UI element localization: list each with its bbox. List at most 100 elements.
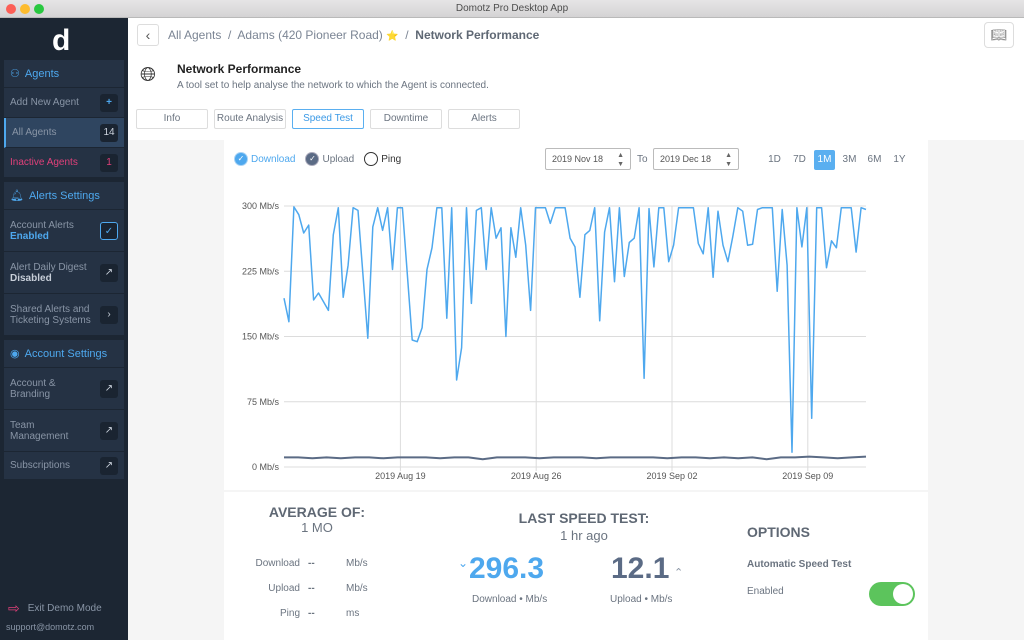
legend-ping-toggle[interactable]: Ping xyxy=(364,152,401,166)
x-tick-label: 2019 Aug 26 xyxy=(511,471,562,481)
options-title: OPTIONS xyxy=(747,524,811,540)
back-button[interactable]: ‹ xyxy=(137,24,159,46)
date-to-input[interactable]: 2019 Dec 18 ▲ ▼ xyxy=(653,148,739,170)
tab-alerts[interactable]: Alerts xyxy=(448,109,520,129)
range-6m[interactable]: 6M xyxy=(867,154,882,165)
chart-card: ✓ Download ✓ Upload Ping 2019 Nov 18 ▲ ▼ To … xyxy=(224,140,928,490)
sidebar-item-subscriptions[interactable]: Subscriptions ↗ xyxy=(4,452,124,480)
book-icon: 📖︎ xyxy=(990,27,1008,42)
legend-upload-toggle[interactable]: ✓ Upload xyxy=(305,152,354,166)
crumb-all-agents[interactable]: All Agents xyxy=(168,28,222,42)
auto-speed-test-label: Automatic Speed Test xyxy=(747,559,852,570)
count-badge: 1 xyxy=(100,153,118,172)
circle-icon xyxy=(364,152,379,166)
legend-download-toggle[interactable]: ✓ Download xyxy=(234,152,295,166)
crumb-current: Network Performance xyxy=(415,28,540,42)
sidebar-item-shared-alerts[interactable]: Shared Alerts and Ticketing Systems › xyxy=(4,294,124,336)
sidebar-item-all-agents[interactable]: All Agents 14 xyxy=(4,118,124,148)
chevron-left-icon: ‹ xyxy=(145,27,151,43)
range-7d[interactable]: 7D xyxy=(793,154,806,165)
series-line-upload xyxy=(284,455,867,461)
external-arrow-icon: ↗ xyxy=(100,263,118,282)
average-title: AVERAGE OF: xyxy=(268,504,366,520)
chart-legend: ✓ Download ✓ Upload Ping xyxy=(234,152,401,166)
average-ping: Ping -- ms xyxy=(279,608,360,619)
last-test-title: LAST SPEED TEST: xyxy=(518,510,650,526)
sidebar: d ⚇ Agents Add New Agent + All Agents 14 In… xyxy=(0,18,128,640)
auto-speed-test-state: Enabled xyxy=(747,586,784,597)
sidebar-item-add-agent[interactable]: Add New Agent + xyxy=(4,88,124,118)
crumb-agent[interactable]: Adams (420 Pioneer Road) xyxy=(237,28,383,42)
range-1y[interactable]: 1Y xyxy=(893,154,906,165)
domotz-logo: d xyxy=(52,24,71,57)
sidebar-item-alert-daily-digest[interactable]: Alert Daily Digest Disabled ↗ xyxy=(4,252,124,294)
star-icon: ⭐ xyxy=(386,31,399,42)
sidebar-item-account-branding[interactable]: Account & Branding ↗ xyxy=(4,368,124,410)
tab-speed-test[interactable]: Speed Test xyxy=(292,109,364,129)
stepper-icon[interactable]: ▲ ▼ xyxy=(725,152,732,168)
x-tick-label: 2019 Aug 19 xyxy=(375,471,426,481)
plus-icon: + xyxy=(100,93,118,112)
external-arrow-icon: ↗ xyxy=(100,379,118,398)
count-badge: 14 xyxy=(100,123,118,142)
maximize-window-button[interactable] xyxy=(34,4,44,14)
y-tick-label: 225 Mb/s xyxy=(242,266,280,276)
auto-speed-test-toggle[interactable] xyxy=(869,582,915,606)
content-area: ✓ Download ✓ Upload Ping 2019 Nov 18 ▲ ▼ To … xyxy=(128,140,1024,640)
tab-route-analysis[interactable]: Route Analysis xyxy=(214,109,286,129)
support-email[interactable]: support@domotz.com xyxy=(6,622,95,632)
average-download: Download -- Mb/s xyxy=(255,558,368,569)
close-window-button[interactable] xyxy=(6,4,16,14)
external-arrow-icon: ↗ xyxy=(100,421,118,440)
x-tick-label: 2019 Sep 09 xyxy=(782,471,833,481)
external-arrow-icon: ↗ xyxy=(100,456,118,475)
y-tick-label: 75 Mb/s xyxy=(247,397,280,407)
check-icon[interactable]: ✓ xyxy=(100,221,118,240)
tab-info[interactable]: Info xyxy=(136,109,208,129)
tab-bar: Info Route Analysis Speed Test Downtime … xyxy=(136,109,520,129)
last-upload-label: Upload • Mb/s xyxy=(610,594,673,605)
docs-button[interactable]: 📖︎ xyxy=(984,22,1014,48)
x-tick-label: 2019 Sep 02 xyxy=(646,471,697,481)
y-tick-label: 300 Mb/s xyxy=(242,201,280,211)
sidebar-item-inactive-agents[interactable]: Inactive Agents 1 xyxy=(4,148,124,178)
alerts-section: 🔔︎ Alerts Settings Account Alerts Enabled ✓… xyxy=(4,182,124,336)
last-download-value: 296.3 xyxy=(469,552,545,585)
series-line-download xyxy=(283,206,867,453)
tab-downtime[interactable]: Downtime xyxy=(370,109,442,129)
range-1m[interactable]: 1M xyxy=(814,150,835,170)
stepper-icon[interactable]: ▲ ▼ xyxy=(617,152,624,168)
account-section: ◉ Account Settings Account & Branding ↗ Te… xyxy=(4,340,124,480)
agents-section: ⚇ Agents Add New Agent + All Agents 14 Inac… xyxy=(4,60,124,178)
bell-icon: 🔔︎ xyxy=(10,189,24,202)
y-tick-label: 150 Mb/s xyxy=(242,332,280,342)
average-upload: Upload -- Mb/s xyxy=(268,583,368,594)
range-3m[interactable]: 3M xyxy=(842,154,857,165)
range-1d[interactable]: 1D xyxy=(768,154,781,165)
download-arrow-icon: ⌄ xyxy=(458,556,469,570)
to-label: To xyxy=(637,154,648,165)
breadcrumb: All Agents / Adams (420 Pioneer Road) ⭐ … xyxy=(168,28,540,42)
sidebar-item-team-management[interactable]: Team Management ↗ xyxy=(4,410,124,452)
date-from-input[interactable]: 2019 Nov 18 ▲ ▼ xyxy=(545,148,631,170)
alerts-header[interactable]: 🔔︎ Alerts Settings xyxy=(4,182,124,210)
exit-demo-button[interactable]: ⇨ Exit Demo Mode xyxy=(8,600,102,616)
main-panel: ‹ All Agents / Adams (420 Pioneer Road) … xyxy=(128,18,1024,640)
chevron-right-icon: › xyxy=(100,305,118,324)
agents-icon: ⚇ xyxy=(10,67,20,80)
last-download-label: Download • Mb/s xyxy=(472,594,548,605)
speed-chart: 0 Mb/s 75 Mb/s 150 Mb/s 225 Mb/s 300 Mb/s 201… xyxy=(242,201,867,481)
last-test-time: 1 hr ago xyxy=(560,528,608,543)
checked-circle-icon: ✓ xyxy=(234,152,248,166)
stats-card: AVERAGE OF: 1 MO Download -- Mb/s Upload --… xyxy=(224,492,928,640)
checked-circle-icon: ✓ xyxy=(305,152,320,166)
page-subtitle: A tool set to help analyse the network t… xyxy=(177,80,489,91)
minimize-window-button[interactable] xyxy=(20,4,30,14)
exit-icon: ⇨ xyxy=(8,600,20,616)
upload-arrow-icon: ⌃ xyxy=(674,567,684,579)
agents-header[interactable]: ⚇ Agents xyxy=(4,60,124,88)
sidebar-item-account-alerts[interactable]: Account Alerts Enabled ✓ xyxy=(4,210,124,252)
globe-icon: 🌐︎ xyxy=(140,64,156,86)
window-title: Domotz Pro Desktop App xyxy=(455,3,569,14)
account-header[interactable]: ◉ Account Settings xyxy=(4,340,124,368)
